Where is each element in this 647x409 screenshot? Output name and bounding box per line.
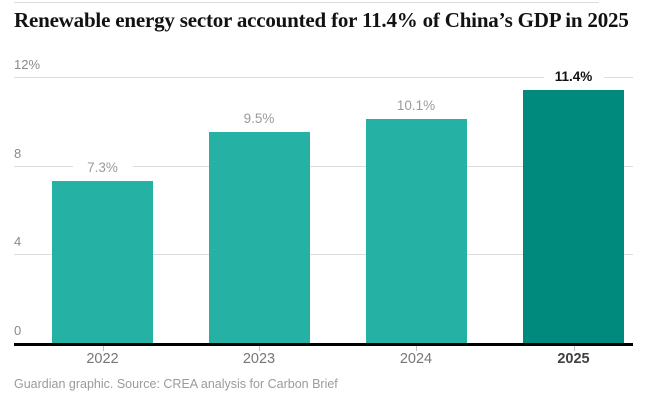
gridline-8 xyxy=(14,165,633,167)
y-axis-label-12: 12% xyxy=(14,57,41,72)
bar-2024 xyxy=(365,119,467,343)
bar-value-label-2025: 11.4% xyxy=(543,68,604,87)
chart-title: Renewable energy sector accounted for 11… xyxy=(14,8,629,32)
bar-value-label-2023: 9.5% xyxy=(229,110,289,129)
x-axis-tick-2022 xyxy=(102,346,104,351)
y-axis-label-8: 8 xyxy=(14,145,22,161)
x-axis-label-2025: 2025 xyxy=(557,351,590,367)
source-credit: Guardian graphic. Source: CREA analysis … xyxy=(14,377,338,391)
bar-value-label-2024: 10.1% xyxy=(386,97,446,116)
gridline-4 xyxy=(14,254,633,256)
gridline-12 xyxy=(14,77,633,78)
x-axis-label-2024: 2024 xyxy=(399,351,433,367)
x-axis-tick-2025 xyxy=(573,346,575,351)
bar-2022 xyxy=(52,181,153,343)
x-axis-label-2022: 2022 xyxy=(86,351,119,367)
x-axis-tick-2023 xyxy=(259,346,260,351)
x-axis-tick-2024 xyxy=(416,346,417,351)
bar-value-label-2022: 7.3% xyxy=(72,159,133,178)
x-axis-baseline xyxy=(14,343,633,346)
y-axis-label-4: 4 xyxy=(14,234,22,250)
y-axis-label-0: 0 xyxy=(14,323,22,338)
x-axis-label-2023: 2023 xyxy=(242,351,276,367)
top-border-rule xyxy=(14,2,599,3)
bar-2025 xyxy=(523,90,624,343)
bar-2023 xyxy=(208,132,310,343)
